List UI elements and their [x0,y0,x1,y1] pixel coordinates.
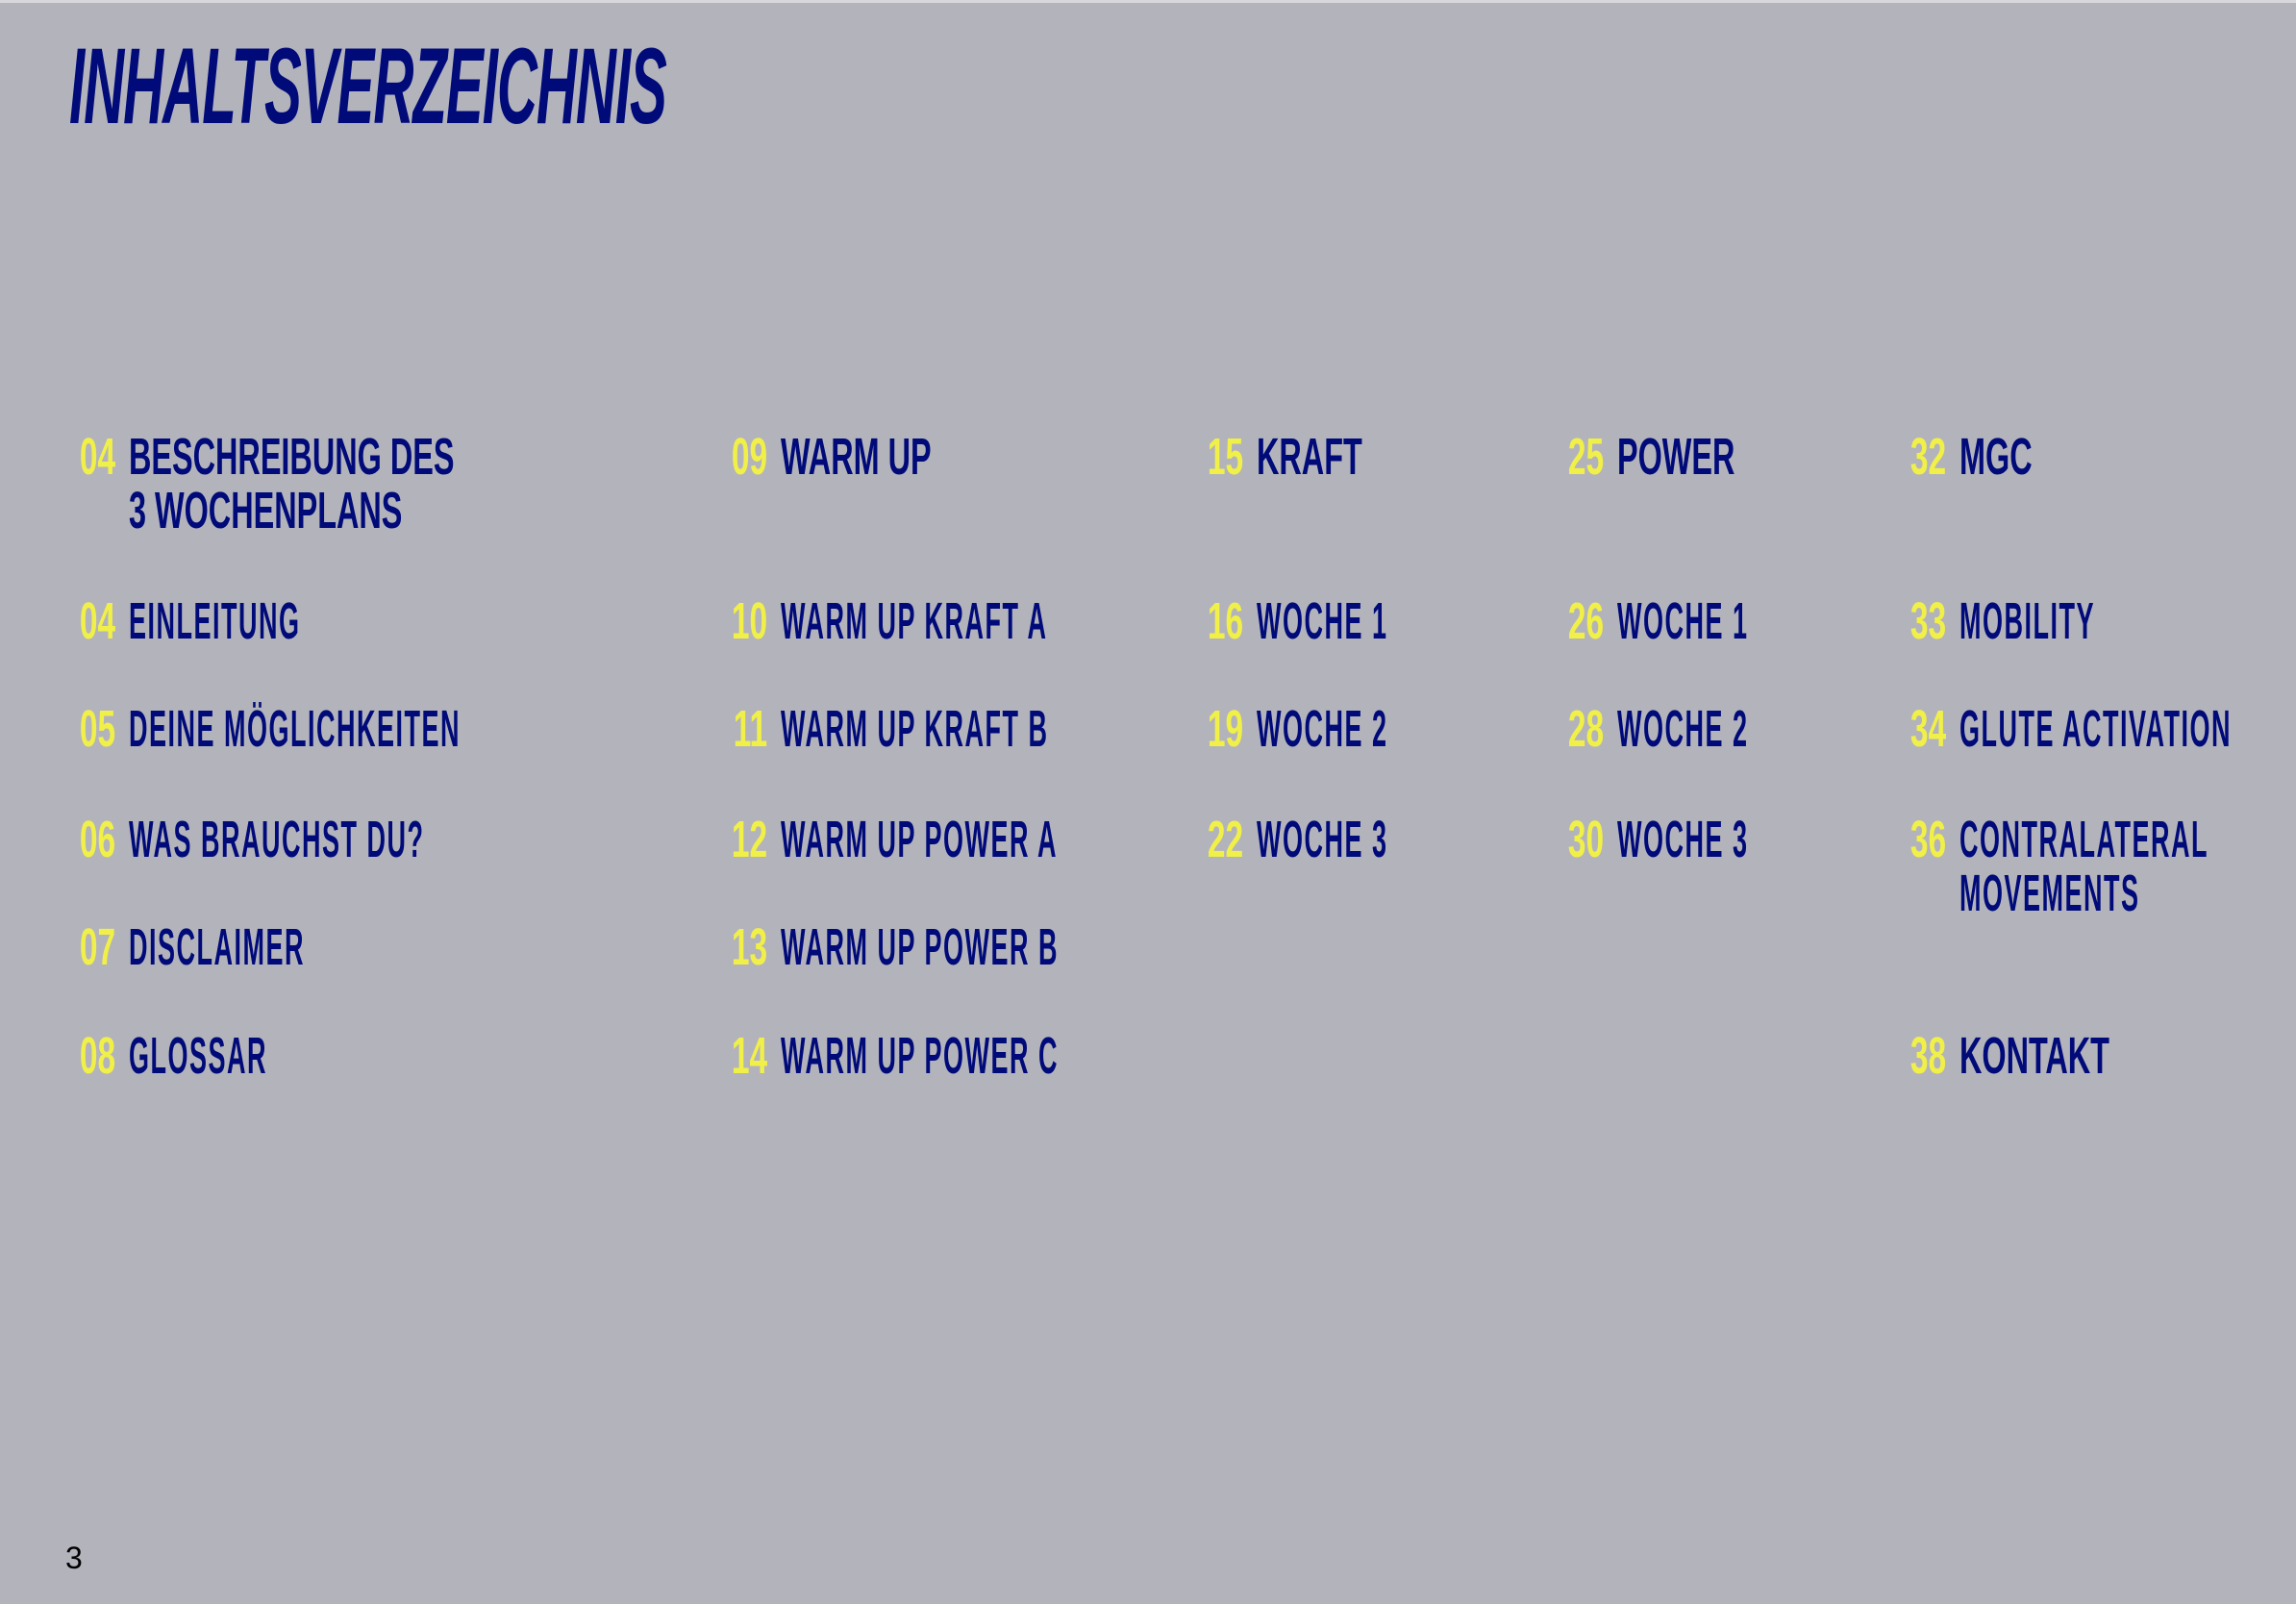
toc-entry[interactable]: 19 WOCHE 2 [1208,700,1519,758]
toc-entry[interactable]: 11 WARM UP KRAFT B [734,700,1316,758]
toc-entry[interactable]: 33 MOBILITY [1910,592,2231,650]
toc-entry[interactable]: 32 MGC [1910,428,2081,486]
toc-page-number: 10 [731,592,767,650]
toc-entry[interactable]: 30 WOCHE 3 [1568,811,1880,868]
toc-label: KONTAKT [1959,1027,2109,1085]
toc-entry[interactable]: 06 WAS BRAUCHST DU? [80,811,720,868]
toc-entry[interactable]: 05 DEINE MÖGLICHKEITEN [80,700,792,758]
top-border [0,0,2296,3]
toc-label: WARM UP POWER A [781,811,1059,868]
toc-page-number: 19 [1207,700,1243,758]
toc-page-number: 30 [1567,811,1604,868]
toc-page-number: 15 [1207,428,1243,486]
toc-label: EINLEITUNG [129,592,301,650]
toc-page-number: 12 [731,811,767,868]
toc-page-number: 09 [731,428,767,486]
toc-label: POWER [1617,428,1735,486]
toc-label: MGC [1959,428,2033,486]
page-title: INHALTSVERZEICHNIS [69,26,667,146]
toc-entry[interactable]: 10 WARM UP KRAFT A [732,592,1314,650]
toc-page-number: 04 [79,428,115,486]
toc-label: WARM UP KRAFT B [781,700,1049,758]
toc-entry[interactable]: 22 WOCHE 3 [1208,811,1519,868]
toc-entry[interactable]: 26 WOCHE 1 [1568,592,1880,650]
toc-page-number: 32 [1909,428,1946,486]
toc-label: WOCHE 2 [1617,700,1749,758]
toc-label: WARM UP KRAFT A [781,592,1048,650]
toc-page-number: 05 [79,700,115,758]
toc-label: WOCHE 1 [1617,592,1749,650]
toc-entry[interactable]: 36 CONTRALATERAL MOVEMENTS [1910,811,2296,922]
toc-label-line2: MOVEMENTS [1959,865,2140,922]
toc-entry[interactable]: 04 BESCHREIBUNG DES 3 WOCHENPLANS [80,428,671,539]
toc-entry[interactable]: 38 KONTAKT [1910,1027,2209,1085]
toc-label: KRAFT [1257,428,1362,486]
toc-label: WAS BRAUCHST DU? [129,811,425,868]
toc-label: GLOSSAR [129,1027,268,1085]
toc-page-number: 04 [79,592,115,650]
page-number: 3 [65,1541,83,1575]
toc-page-number: 07 [79,918,115,976]
toc-label: WOCHE 1 [1257,592,1388,650]
toc-label: WARM UP [781,428,932,486]
toc-page-number: 08 [79,1027,115,1085]
toc-label: WOCHE 2 [1257,700,1388,758]
toc-entry[interactable]: 28 WOCHE 2 [1568,700,1880,758]
toc-page-number: 25 [1567,428,1604,486]
toc-label: CONTRALATERAL [1959,811,2209,868]
toc-page-number: 22 [1207,811,1243,868]
toc-page-number: 13 [731,918,767,976]
toc-page-number: 06 [79,811,115,868]
toc-entry[interactable]: 15 KRAFT [1208,428,1433,486]
toc-label: GLUTE ACTIVATION [1959,700,2232,758]
toc-entry[interactable]: 25 POWER [1568,428,1813,486]
toc-label: WOCHE 3 [1617,811,1749,868]
toc-entry[interactable]: 34 GLUTE ACTIVATION [1910,700,2296,758]
toc-entry[interactable]: 16 WOCHE 1 [1208,592,1519,650]
toc-page-number: 16 [1207,592,1243,650]
toc-label: DISCLAIMER [129,918,305,976]
toc-entry[interactable]: 04 EINLEITUNG [80,592,472,650]
toc-page-number: 26 [1567,592,1604,650]
toc-entry[interactable]: 08 GLOSSAR [80,1027,406,1085]
toc-entry[interactable]: 07 DISCLAIMER [80,918,481,976]
toc-label: MOBILITY [1959,592,2095,650]
toc-label: WARM UP POWER C [781,1027,1060,1085]
toc-entry[interactable]: 14 WARM UP POWER C [732,1027,1336,1085]
toc-page-number: 33 [1909,592,1946,650]
toc-page-number: 11 [733,700,767,758]
toc-page-number: 14 [731,1027,767,1085]
toc-entry[interactable]: 09 WARM UP [732,428,1032,486]
toc-page-number: 28 [1567,700,1604,758]
toc-entry[interactable]: 13 WARM UP POWER B [732,918,1336,976]
toc-label: WOCHE 3 [1257,811,1388,868]
toc-page-number: 36 [1909,811,1946,868]
toc-label: BESCHREIBUNG DES [129,428,455,486]
toc-label-line2: 3 WOCHENPLANS [129,482,403,539]
toc-label: DEINE MÖGLICHKEITEN [129,700,462,758]
toc-entry[interactable]: 12 WARM UP POWER A [732,811,1335,868]
toc-page-number: 38 [1909,1027,1946,1085]
toc-page-number: 34 [1909,700,1946,758]
toc-label: WARM UP POWER B [781,918,1060,976]
